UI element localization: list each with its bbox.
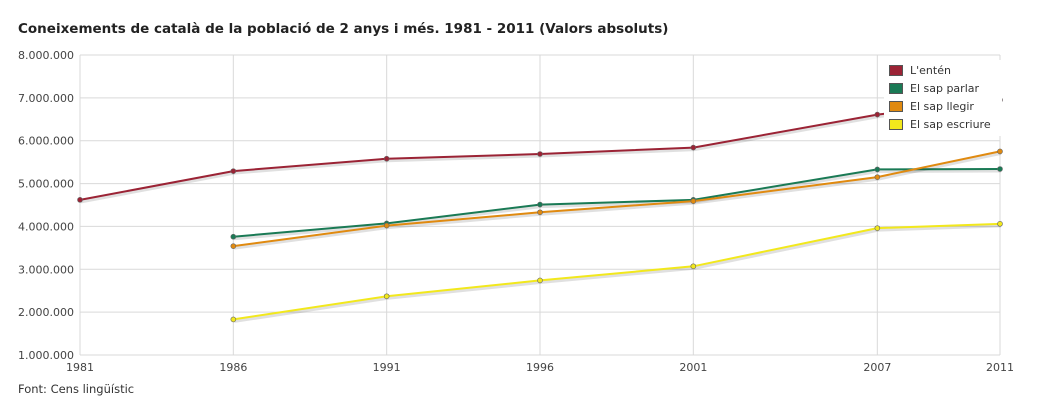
legend-label: L'entén	[910, 63, 951, 77]
y-tick-label: 3.000.000	[18, 263, 74, 276]
y-tick-label: 4.000.000	[18, 220, 74, 233]
data-point	[383, 293, 390, 300]
data-point	[537, 277, 543, 284]
y-tick-label: 2.000.000	[18, 306, 74, 319]
data-point	[537, 151, 543, 157]
data-point	[874, 111, 881, 118]
y-tick-label: 5.000.000	[18, 178, 74, 191]
x-tick-label: 2011	[986, 361, 1014, 374]
data-point	[997, 148, 1003, 155]
y-tick-label: 1.000.000	[18, 349, 74, 362]
data-point	[874, 225, 881, 231]
series-shadow	[234, 151, 1002, 250]
x-tick-label: 1981	[66, 361, 94, 374]
legend-label: El sap parlar	[910, 81, 980, 95]
data-point	[383, 155, 390, 162]
series-line	[233, 222, 1001, 321]
axes: 1.000.000 2.000.000 3.000.000 4.000.000 5.00…	[18, 49, 1014, 374]
data-point	[874, 174, 881, 180]
data-point	[997, 166, 1003, 172]
data-point	[230, 233, 237, 240]
source-note: Font: Cens lingüístic	[18, 382, 135, 396]
legend-item-el-sap-llegir[interactable]: El sap llegir	[889, 98, 974, 114]
data-point	[997, 221, 1003, 227]
x-tick-label: 2007	[863, 361, 891, 374]
data-point	[230, 243, 237, 249]
x-tick-label: 1996	[526, 361, 554, 374]
legend-item-lenten[interactable]: L'entén	[889, 62, 951, 78]
legend-swatch	[889, 100, 903, 112]
data-point	[690, 263, 697, 270]
x-tick-label: 2001	[679, 361, 707, 374]
data-point	[230, 316, 237, 323]
y-tick-label: 7.000.000	[18, 92, 74, 105]
series-line	[233, 150, 1001, 248]
legend-item-el-sap-parlar[interactable]: El sap parlar	[889, 80, 979, 96]
legend-item-el-sap-escriure[interactable]: El sap escriure	[889, 116, 991, 132]
legend: L'entén El sap parlar El sap llegir El s…	[884, 60, 1002, 136]
series	[77, 97, 1003, 323]
data-point	[537, 201, 543, 208]
legend-label: El sap escriure	[910, 117, 991, 131]
legend-swatch	[889, 118, 903, 130]
data-point	[690, 144, 697, 151]
data-point	[230, 168, 237, 174]
data-point	[690, 198, 697, 204]
y-tick-label: 6.000.000	[18, 135, 74, 148]
y-tick-label: 8.000.000	[18, 49, 74, 62]
data-point	[874, 166, 881, 173]
series-shadow	[234, 169, 1002, 241]
x-tick-label: 1991	[373, 361, 401, 374]
legend-swatch	[889, 82, 903, 94]
series-line	[233, 168, 1001, 238]
x-tick-label: 1986	[219, 361, 247, 374]
series-shadow	[234, 224, 1002, 323]
data-point	[77, 197, 83, 203]
grid	[79, 54, 1001, 356]
data-point	[383, 222, 390, 229]
chart-title: Coneixements de català de la població de…	[18, 21, 669, 37]
legend-label: El sap llegir	[910, 99, 974, 113]
legend-swatch	[889, 64, 903, 76]
data-point	[537, 209, 543, 216]
